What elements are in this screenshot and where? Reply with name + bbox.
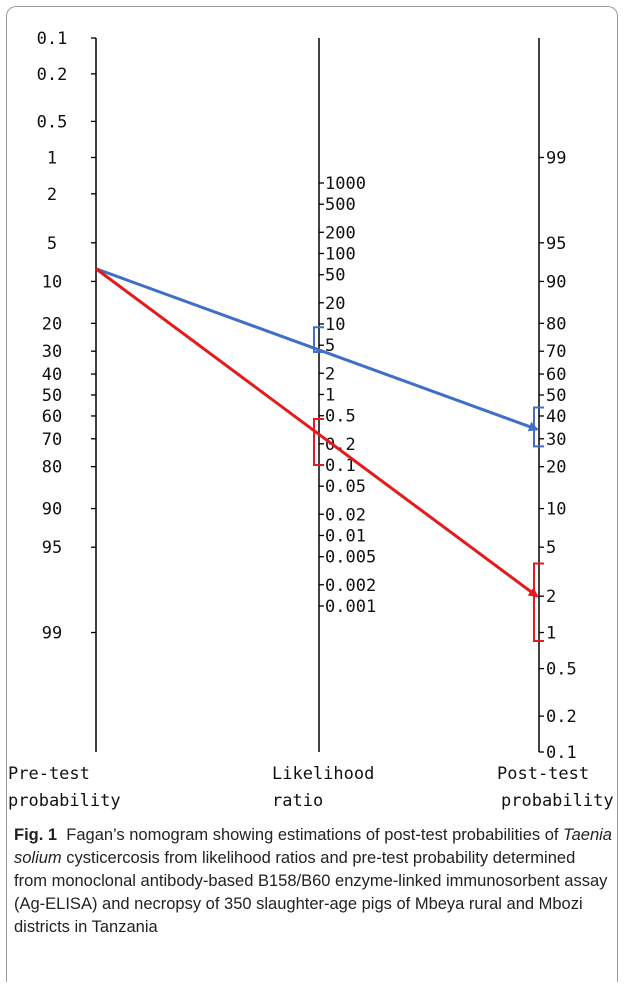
posttest-tick-label: 2 (546, 587, 556, 607)
pretest-tick-label: 0.1 (37, 29, 68, 49)
pretest-axis-title-line2: probability (8, 791, 121, 811)
likelihood-tick-label: 0.05 (325, 477, 366, 497)
pretest-tick-label: 5 (47, 234, 57, 254)
posttest-tick-label: 60 (546, 365, 566, 385)
lr-ci-bracket-1 (313, 417, 324, 466)
pretest-tick-label: 60 (42, 407, 62, 427)
likelihood-tick-label: 0.001 (325, 597, 376, 617)
likelihood-tick-label: 0.002 (325, 576, 376, 596)
likelihood-tick-label: 0.5 (325, 407, 356, 427)
likelihood-tick-label: 0.02 (325, 505, 366, 525)
axes-layer: 0.10.20.51251020304050607080909599999590… (37, 29, 577, 763)
posttest-tick-label: 0.5 (546, 660, 577, 680)
posttest-tick-label: 1 (546, 624, 556, 644)
likelihood-tick-label: 50 (325, 266, 345, 286)
posttest-tick-label: 5 (546, 538, 556, 558)
pretest-tick-label: 20 (42, 314, 62, 334)
pretest-tick-label: 1 (47, 148, 57, 168)
likelihood-tick-label: 0.005 (325, 548, 376, 568)
caption-text-start: Fagan’s nomogram showing estimations of … (66, 826, 564, 844)
posttest-tick-label: 99 (546, 148, 566, 168)
figure-label: Fig. 1 (14, 826, 58, 844)
likelihood-tick-label: 0.01 (325, 527, 366, 547)
caption-text-end: cysticercosis from likelihood ratios and… (14, 849, 608, 936)
pretest-tick-label: 50 (42, 386, 62, 406)
pretest-tick-label: 99 (42, 624, 62, 644)
result-line-1 (95, 267, 539, 598)
fagan-nomogram: 0.10.20.51251020304050607080909599999590… (8, 29, 614, 811)
figure-frame (6, 6, 618, 982)
pretest-axis-title-line1: Pre-test (8, 764, 90, 784)
pretest-tick-label: 10 (42, 272, 62, 292)
caption-species-name: Taenia solium (14, 826, 612, 867)
likelihood-tick-label: 100 (325, 245, 356, 265)
pretest-tick-label: 2 (47, 185, 57, 205)
posttest-tick-label: 0.2 (546, 707, 577, 727)
axis-titles: Pre-test probability Likelihood ratio Po… (8, 764, 614, 811)
likelihood-tick-label: 500 (325, 195, 356, 215)
posttest-tick-label: 50 (546, 386, 566, 406)
likelihood-tick-label: 200 (325, 223, 356, 243)
posttest-ci-bracket-0 (533, 406, 544, 448)
posttest-ci-bracket-1 (533, 562, 544, 642)
posttest-tick-label: 40 (546, 407, 566, 427)
likelihood-tick-label: 1000 (325, 174, 366, 194)
likelihood-tick-label: 20 (325, 294, 345, 314)
likelihood-tick-label: 2 (325, 364, 335, 384)
figure-caption: Fig. 1 Fagan’s nomogram showing estimati… (14, 824, 612, 939)
posttest-axis-title-line2: probability (501, 791, 614, 811)
lines-layer (95, 267, 544, 642)
posttest-tick-label: 0.1 (546, 743, 577, 763)
result-line-0 (95, 267, 539, 432)
posttest-tick-label: 10 (546, 500, 566, 520)
posttest-tick-label: 20 (546, 458, 566, 478)
posttest-tick-label: 95 (546, 234, 566, 254)
posttest-tick-label: 90 (546, 272, 566, 292)
pretest-tick-label: 40 (42, 365, 62, 385)
pretest-tick-label: 30 (42, 342, 62, 362)
pretest-tick-label: 80 (42, 458, 62, 478)
likelihood-axis-title-line1: Likelihood (272, 764, 374, 784)
pretest-tick-label: 90 (42, 500, 62, 520)
likelihood-tick-label: 0.2 (325, 435, 356, 455)
likelihood-tick-label: 5 (325, 336, 335, 356)
pretest-tick-label: 0.5 (37, 112, 68, 132)
pretest-tick-label: 0.2 (37, 65, 68, 85)
likelihood-tick-label: 10 (325, 315, 345, 335)
likelihood-tick-label: 1 (325, 386, 335, 406)
likelihood-axis-title-line2: ratio (272, 791, 323, 811)
pretest-tick-label: 95 (42, 538, 62, 558)
posttest-axis-title-line1: Post-test (497, 764, 589, 784)
posttest-tick-label: 80 (546, 314, 566, 334)
pretest-tick-label: 70 (42, 430, 62, 450)
lr-ci-bracket-0 (313, 326, 324, 354)
posttest-tick-label: 30 (546, 430, 566, 450)
posttest-tick-label: 70 (546, 342, 566, 362)
likelihood-tick-label: 0.1 (325, 456, 356, 476)
